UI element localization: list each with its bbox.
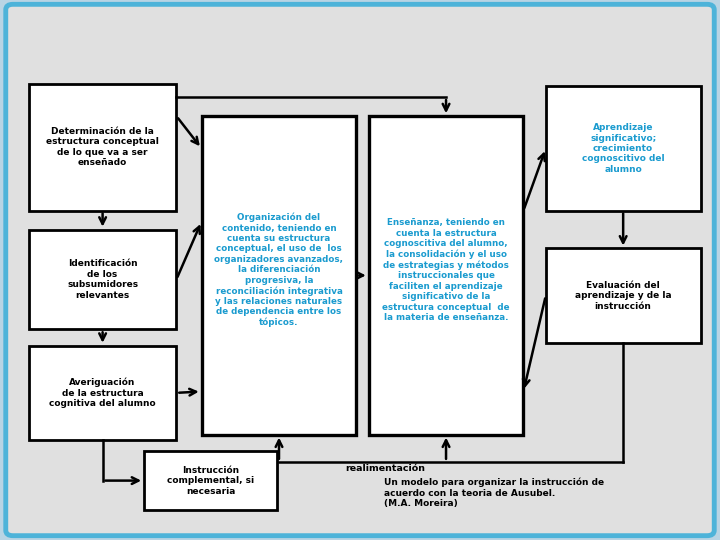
Text: Evaluación del
aprendizaje y de la
instrucción: Evaluación del aprendizaje y de la instr… [575,281,672,310]
Text: Identificación
de los
subsumidores
relevantes: Identificación de los subsumidores relev… [67,259,138,300]
FancyBboxPatch shape [29,230,176,329]
Text: Aprendizaje
significativo;
crecimiento
cognoscitivo del
alumno: Aprendizaje significativo; crecimiento c… [582,123,665,174]
Text: Instrucción
complemental, si
necesaria: Instrucción complemental, si necesaria [167,465,254,496]
FancyBboxPatch shape [369,116,523,435]
FancyBboxPatch shape [202,116,356,435]
Text: Determinación de la
estructura conceptual
de lo que va a ser
enseñado: Determinación de la estructura conceptua… [46,127,159,167]
FancyBboxPatch shape [144,451,277,510]
Text: Averiguación
de la estructura
cognitiva del alumno: Averiguación de la estructura cognitiva … [49,377,156,408]
FancyBboxPatch shape [29,84,176,211]
Text: realimentación: realimentación [345,464,426,474]
Text: Organización del
contenido, teniendo en
cuenta su estructura
conceptual, el uso : Organización del contenido, teniendo en … [215,213,343,327]
FancyBboxPatch shape [29,346,176,440]
Text: Enseñanza, teniendo en
cuenta la estructura
cognoscitiva del alumno,
la consolid: Enseñanza, teniendo en cuenta la estruct… [382,218,510,322]
FancyBboxPatch shape [546,248,701,343]
FancyBboxPatch shape [6,4,714,536]
FancyBboxPatch shape [546,86,701,211]
Text: Un modelo para organizar la instrucción de
acuerdo con la teoria de Ausubel.
(M.: Un modelo para organizar la instrucción … [384,478,604,508]
